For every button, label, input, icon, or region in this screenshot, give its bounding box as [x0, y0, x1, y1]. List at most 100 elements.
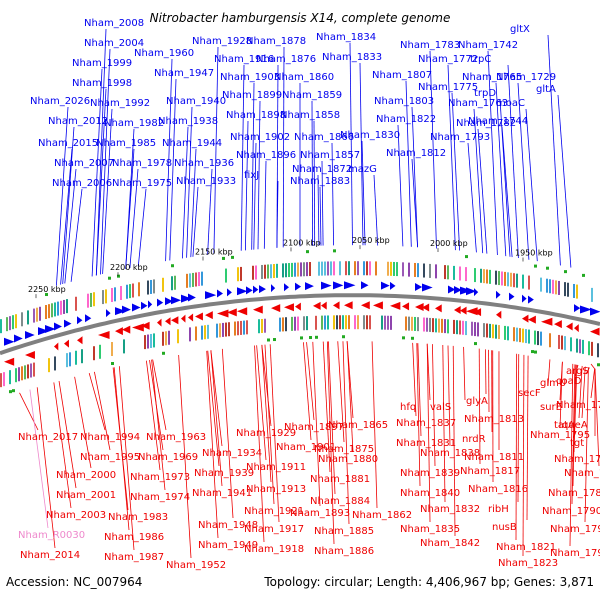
gene-label-forward[interactable]: Nham_1742 — [458, 40, 518, 51]
gene-label-reverse[interactable]: Nham_1881 — [310, 474, 370, 485]
gene-label-forward[interactable]: mazG — [348, 164, 377, 175]
gene-label-forward[interactable]: moaC — [496, 98, 525, 109]
gene-label-forward[interactable]: Nham_2007 — [54, 158, 114, 169]
gene-label-reverse[interactable]: Nham_1821 — [496, 542, 556, 553]
gene-label-forward[interactable]: Nham_1872 — [292, 164, 352, 175]
gene-label-reverse[interactable]: Nham_1918 — [244, 544, 304, 555]
gene-label-forward[interactable]: Nham_1772 — [418, 54, 478, 65]
gene-label-reverse[interactable]: Nham_1939 — [194, 468, 254, 479]
gene-label-reverse[interactable]: Nham_1791 — [550, 524, 600, 535]
gene-label-forward[interactable]: Nham_1999 — [72, 58, 132, 69]
gene-label-forward[interactable]: Nham_1899 — [222, 90, 282, 101]
gene-label-forward[interactable]: Nham_1793 — [430, 132, 490, 143]
gene-label-forward[interactable]: Nham_1985 — [96, 138, 156, 149]
gene-label-reverse[interactable]: Nham_1787 — [564, 468, 600, 479]
gene-label-reverse[interactable]: Nham_1934 — [202, 448, 262, 459]
gene-label-forward[interactable]: Nham_1940 — [166, 96, 226, 107]
gene-label-forward[interactable]: Nham_2008 — [84, 18, 144, 29]
gene-label-reverse[interactable]: Nham_1817 — [460, 466, 520, 477]
gene-label-forward[interactable]: Nham_1812 — [386, 148, 446, 159]
gene-label-reverse[interactable]: Nham_1835 — [400, 524, 460, 535]
gene-label-forward[interactable]: Nham_1803 — [374, 96, 434, 107]
gene-label-reverse[interactable]: Nham_1831 — [396, 438, 456, 449]
gene-label-forward[interactable]: Nham_1822 — [376, 114, 436, 125]
gene-label-forward[interactable]: Nham_1859 — [282, 90, 342, 101]
gene-label-reverse[interactable]: Nham_1768 — [556, 400, 600, 411]
gene-label-reverse[interactable]: Nham_1839 — [400, 468, 460, 479]
gene-label-forward[interactable]: Nham_1878 — [246, 36, 306, 47]
gene-label-forward[interactable]: Nham_1807 — [372, 70, 432, 81]
rna-gene-label[interactable]: Nham_R0030 — [18, 530, 85, 541]
gene-label-reverse[interactable]: Nham_1911 — [246, 462, 306, 473]
gene-label-reverse[interactable]: Nham_2003 — [46, 510, 106, 521]
gene-label-forward[interactable]: gltA — [536, 84, 556, 95]
gene-label-reverse[interactable]: Nham_1862 — [352, 510, 412, 521]
gene-label-reverse[interactable]: Nham_1781 — [554, 454, 600, 465]
gene-label-reverse[interactable]: queA — [562, 420, 588, 431]
gene-label-reverse[interactable]: Nham_1795 — [530, 430, 590, 441]
gene-label-reverse[interactable]: Nham_1994 — [80, 432, 140, 443]
gene-label-forward[interactable]: Nham_2026 — [30, 96, 90, 107]
gene-label-reverse[interactable]: Nham_2017 — [18, 432, 78, 443]
gene-label-reverse[interactable]: Nham_1811 — [464, 452, 524, 463]
gene-label-reverse[interactable]: surE — [540, 402, 562, 413]
gene-label-forward[interactable]: Nham_1902 — [230, 132, 290, 143]
gene-label-forward[interactable]: Nham_1944 — [162, 138, 222, 149]
gene-label-reverse[interactable]: secF — [518, 388, 541, 399]
gene-label-forward[interactable]: Nham_1960 — [134, 48, 194, 59]
gene-label-reverse[interactable]: Nham_1832 — [420, 504, 480, 515]
gene-label-forward[interactable]: Nham_1744 — [468, 116, 528, 127]
gene-label-forward[interactable]: trpC — [470, 54, 491, 65]
gene-label-forward[interactable]: Nham_1876 — [256, 54, 316, 65]
gene-label-reverse[interactable]: Nham_1941 — [192, 488, 252, 499]
gene-label-forward[interactable]: Nham_2012 — [48, 116, 108, 127]
gene-label-forward[interactable]: Nham_1998 — [72, 78, 132, 89]
gene-label-forward[interactable]: Nham_1936 — [174, 158, 234, 169]
gene-label-reverse[interactable]: Nham_1875 — [314, 444, 374, 455]
gene-label-forward[interactable]: Nham_1833 — [322, 52, 382, 63]
gene-label-reverse[interactable]: hfq — [400, 402, 416, 413]
gene-label-reverse[interactable]: Nham_1921 — [244, 506, 304, 517]
gene-label-reverse[interactable]: valS — [430, 402, 451, 413]
gene-label-reverse[interactable]: Nham_1886 — [314, 546, 374, 557]
gene-label-reverse[interactable]: Nham_1816 — [468, 484, 528, 495]
gene-label-forward[interactable]: Nham_2006 — [52, 178, 112, 189]
gene-label-forward[interactable]: Nham_1830 — [340, 130, 400, 141]
gene-label-reverse[interactable]: Nham_1865 — [328, 420, 388, 431]
gene-label-forward[interactable]: Nham_1858 — [280, 110, 340, 121]
gene-label-forward[interactable]: Nham_1883 — [290, 176, 350, 187]
gene-label-forward[interactable]: Nham_1982 — [104, 118, 164, 129]
gene-label-reverse[interactable]: Nham_1897 — [284, 422, 344, 433]
gene-label-reverse[interactable]: nusB — [492, 522, 517, 533]
gene-label-reverse[interactable]: tgt — [570, 438, 584, 449]
gene-label-forward[interactable]: Nham_1834 — [316, 32, 376, 43]
gene-label-forward[interactable]: Nham_1857 — [300, 150, 360, 161]
gene-label-reverse[interactable]: Nham_1949 — [198, 540, 258, 551]
gene-label-forward[interactable]: Nham_1860 — [274, 72, 334, 83]
gene-label-reverse[interactable]: Nham_1794 — [550, 548, 600, 559]
gene-label-reverse[interactable]: Nham_1880 — [318, 454, 378, 465]
gene-label-reverse[interactable]: Nham_1986 — [104, 532, 164, 543]
gene-label-reverse[interactable]: Nham_1929 — [236, 428, 296, 439]
gene-label-reverse[interactable]: Nham_1917 — [244, 524, 304, 535]
gene-label-reverse[interactable]: Nham_1963 — [146, 432, 206, 443]
gene-label-forward[interactable]: Nham_1947 — [154, 68, 214, 79]
gene-label-reverse[interactable]: Nham_1840 — [400, 488, 460, 499]
gene-label-forward[interactable]: Nham_1896 — [236, 150, 296, 161]
gene-label-forward[interactable]: Nham_1763 — [448, 98, 508, 109]
gene-label-reverse[interactable]: ribH — [488, 504, 509, 515]
gene-label-forward[interactable]: Nham_1975 — [112, 178, 172, 189]
gene-label-forward[interactable]: Nham_1866 — [294, 132, 354, 143]
gene-label-reverse[interactable]: tatA — [554, 420, 575, 431]
gene-label-reverse[interactable]: glmU — [540, 378, 566, 389]
gene-label-reverse[interactable]: Nham_1969 — [138, 452, 198, 463]
gene-label-reverse[interactable]: Nham_1952 — [166, 560, 226, 571]
gene-label-forward[interactable]: Nham_1978 — [112, 158, 172, 169]
gene-label-reverse[interactable]: Nham_1974 — [130, 492, 190, 503]
gene-label-forward[interactable]: Nham_1765 — [462, 72, 522, 83]
gene-label-forward[interactable]: Nham_1933 — [176, 176, 236, 187]
gene-label-forward[interactable]: Nham_1928 — [192, 36, 252, 47]
gene-label-forward[interactable]: Nham_1783 — [400, 40, 460, 51]
gene-label-forward[interactable]: Nham_1916 — [214, 54, 274, 65]
gene-label-reverse[interactable]: Nham_1813 — [464, 414, 524, 425]
